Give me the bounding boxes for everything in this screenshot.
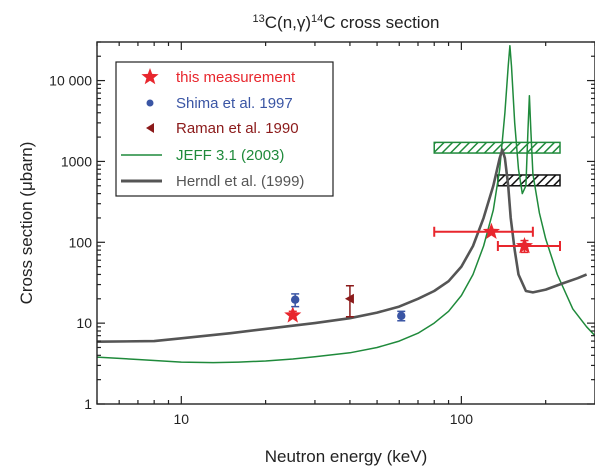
x-axis-label: Neutron energy (keV) <box>265 447 428 466</box>
plot-frame <box>96 41 595 405</box>
legend: this measurement Shima et al. 1997 Raman e… <box>115 61 334 197</box>
y-tick-label: 10 000 <box>49 73 92 89</box>
plot-area <box>97 44 595 364</box>
x-tick-label: 10 <box>174 411 190 427</box>
legend-star-icon <box>141 68 159 85</box>
legend-triangle-icon <box>146 123 154 133</box>
chart-title: 13C(n,γ)14C cross section <box>253 13 440 32</box>
raman-point-0 <box>344 293 354 304</box>
y-axis-label: Cross section (μbarn) <box>17 142 36 305</box>
legend-label: JEFF 3.1 (2003) <box>176 147 284 164</box>
measurement-point-0 <box>284 306 302 323</box>
y-tick-label: 1 <box>84 396 92 412</box>
measurement-point-2 <box>515 237 533 254</box>
jeff-curve <box>97 44 595 364</box>
axes: 10 100 1 10 100 1000 10 000 <box>49 41 595 427</box>
hatched-band-0 <box>433 141 561 154</box>
shima-point-1 <box>397 311 406 321</box>
measurement-point-1 <box>482 222 500 239</box>
shima-point-0 <box>290 295 300 304</box>
legend-label: Herndl et al. (1999) <box>176 173 304 190</box>
y-tick-label: 1000 <box>61 153 92 169</box>
y-tick-label: 100 <box>69 234 93 250</box>
legend-label: Shima et al. 1997 <box>176 95 293 112</box>
legend-label: Raman et al. 1990 <box>176 120 299 137</box>
legend-label: this measurement <box>176 69 296 86</box>
x-tick-label: 100 <box>450 411 474 427</box>
y-tick-label: 10 <box>76 315 92 331</box>
legend-circle-icon <box>146 99 154 107</box>
